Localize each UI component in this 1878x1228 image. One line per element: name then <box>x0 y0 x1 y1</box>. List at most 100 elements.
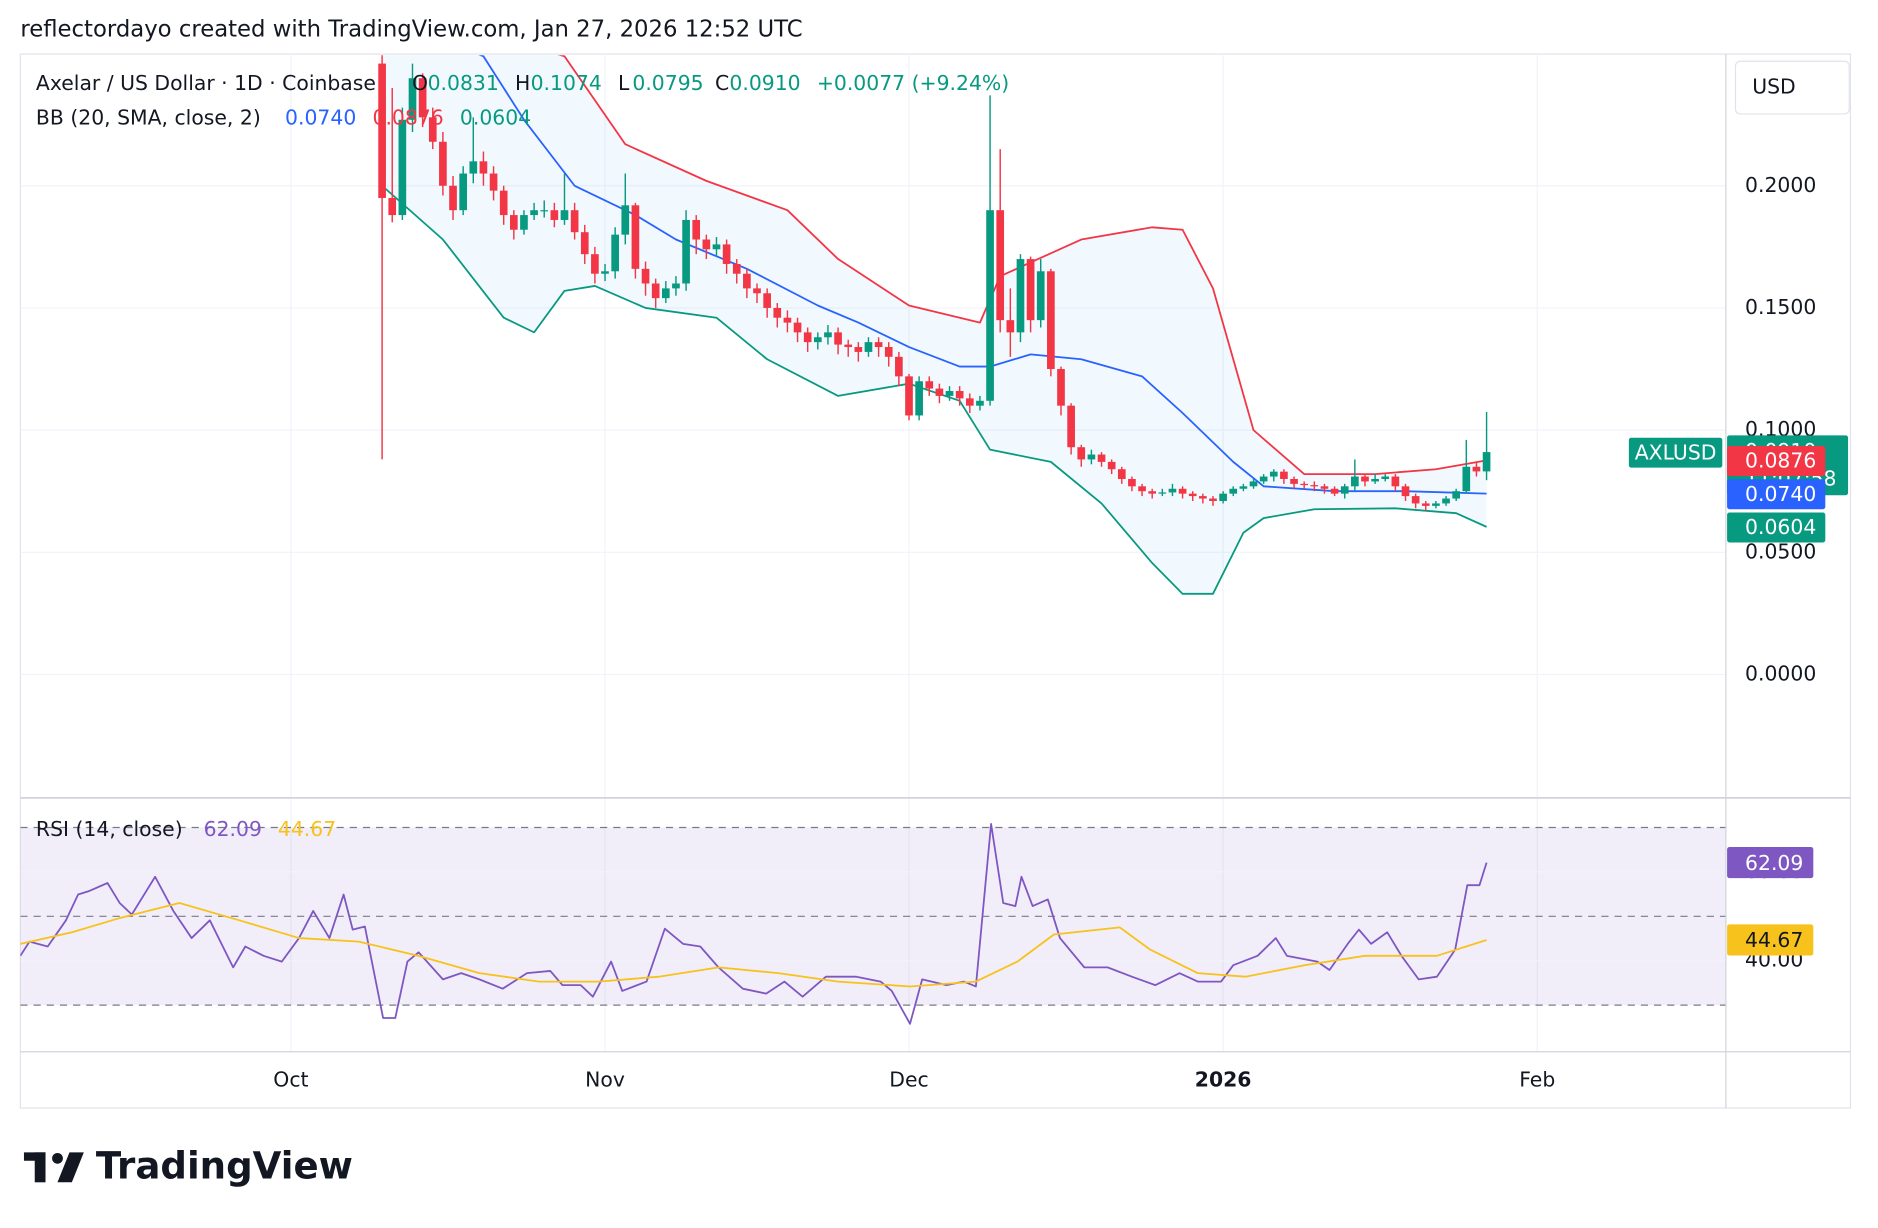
price-badges: AXLUSD0.091011:07:580.08760.07400.060462… <box>1628 435 1849 956</box>
candle-body <box>1229 488 1238 494</box>
high-value: 0.1074 <box>531 71 602 95</box>
candle-body <box>398 119 407 216</box>
candle-body <box>1371 478 1379 482</box>
candle-body <box>986 210 994 401</box>
candle-body <box>1340 486 1349 494</box>
bb-title: BB (20, SMA, close, 2) <box>36 106 261 130</box>
h-label: H <box>515 71 530 95</box>
y-tick-label: 0.2000 <box>1745 173 1816 197</box>
candle-body <box>1351 476 1359 487</box>
candle-body <box>509 215 518 230</box>
candle-body <box>1320 486 1329 489</box>
symbol-badge-text: AXLUSD <box>1635 440 1717 464</box>
candle-body <box>793 322 802 333</box>
candle-body <box>1259 476 1268 482</box>
candle-body <box>1036 271 1045 321</box>
rsi-value: 62.09 <box>204 817 262 841</box>
rsi-badge <box>1727 847 1814 879</box>
candle-body <box>591 254 599 274</box>
c-label: C <box>715 71 729 95</box>
candle-body <box>672 283 680 289</box>
x-tick-label: Feb <box>1519 1068 1555 1092</box>
candle-body <box>844 344 853 348</box>
candle-body <box>439 141 447 186</box>
candle-body <box>661 288 670 299</box>
candle-body <box>560 210 569 220</box>
logo-slash <box>57 1152 84 1183</box>
candle-body <box>1249 481 1258 487</box>
rsi-band-fill <box>20 827 1726 1006</box>
candle-body <box>1472 466 1481 472</box>
candle-body <box>813 337 822 343</box>
symbol: Axelar / US Dollar · 1D · Coinbase <box>36 71 376 95</box>
open-value: 0.0831 <box>428 71 499 95</box>
candle-body <box>722 244 731 264</box>
candle-body <box>824 332 832 338</box>
close-value: 0.0910 <box>729 71 800 95</box>
candle-body <box>520 215 528 230</box>
candle-body <box>854 347 863 352</box>
candle-body <box>1128 478 1136 487</box>
candle-body <box>1391 476 1400 487</box>
candle-body <box>996 210 1005 321</box>
currency-box[interactable] <box>1734 60 1850 115</box>
candle-body <box>1452 491 1461 499</box>
low-value: 0.0795 <box>632 71 703 95</box>
candle-body <box>651 283 660 299</box>
x-tick-label: Nov <box>585 1068 625 1092</box>
candle-body <box>601 271 609 274</box>
rsi-ma-value: 44.67 <box>278 817 336 841</box>
candle-body <box>1482 452 1491 472</box>
bb-fill <box>382 55 1487 594</box>
candle-body <box>834 332 842 345</box>
candle-body <box>874 342 883 348</box>
chart-frame <box>19 53 1852 1109</box>
x-tick-label: Dec <box>889 1068 928 1092</box>
candle-body <box>1067 405 1075 448</box>
candle-body <box>702 239 711 250</box>
candle-body <box>621 205 630 235</box>
logo-stem <box>34 1152 46 1183</box>
bb-basis-value: 0.0740 <box>285 106 356 130</box>
change-value: +0.0077 (+9.24%) <box>817 71 1009 95</box>
bb-badge-text: 0.0740 <box>1745 482 1816 506</box>
candle-body <box>1361 476 1369 482</box>
bb-upper <box>557 55 1487 475</box>
bb-lower <box>381 185 1487 595</box>
candle-body <box>1077 447 1086 460</box>
bb-badge-text: 0.0876 <box>1745 449 1816 473</box>
candle-body <box>1462 466 1471 492</box>
candle-body <box>1432 503 1440 506</box>
candle-body <box>1097 454 1106 462</box>
price-pane <box>378 55 1491 595</box>
l-label: L <box>618 71 630 95</box>
candle-body <box>753 288 761 294</box>
candle-body <box>570 210 579 233</box>
candle-body <box>1057 369 1065 406</box>
candle-body <box>1239 486 1248 489</box>
candle-body <box>489 173 498 191</box>
candle-body <box>1107 461 1116 470</box>
bb-badge-text: 0.0604 <box>1745 515 1816 539</box>
candle-body <box>1158 492 1167 494</box>
caption: reflectordayo created with TradingView.c… <box>20 17 802 43</box>
bb-badge <box>1727 446 1826 476</box>
candle-body <box>1442 498 1450 504</box>
brand-logo: TradingView <box>23 1144 353 1187</box>
rsi-badge <box>1727 924 1814 956</box>
candle-body <box>773 307 782 318</box>
logo-dot <box>52 1152 63 1164</box>
price-legend: Axelar / US Dollar · 1D · Coinbase O 0.0… <box>36 71 1009 130</box>
candle-body <box>864 342 873 352</box>
candle-body <box>884 347 893 357</box>
brand-name: TradingView <box>96 1144 353 1187</box>
candle-body <box>408 78 417 120</box>
candle-body <box>905 376 913 416</box>
candle-body <box>1219 493 1227 501</box>
candle-body <box>1117 469 1126 479</box>
x-tick-label: Oct <box>273 1068 308 1092</box>
candle-body <box>418 78 427 118</box>
candle-body <box>550 210 559 220</box>
y-tick-label: 0.0000 <box>1745 661 1816 685</box>
